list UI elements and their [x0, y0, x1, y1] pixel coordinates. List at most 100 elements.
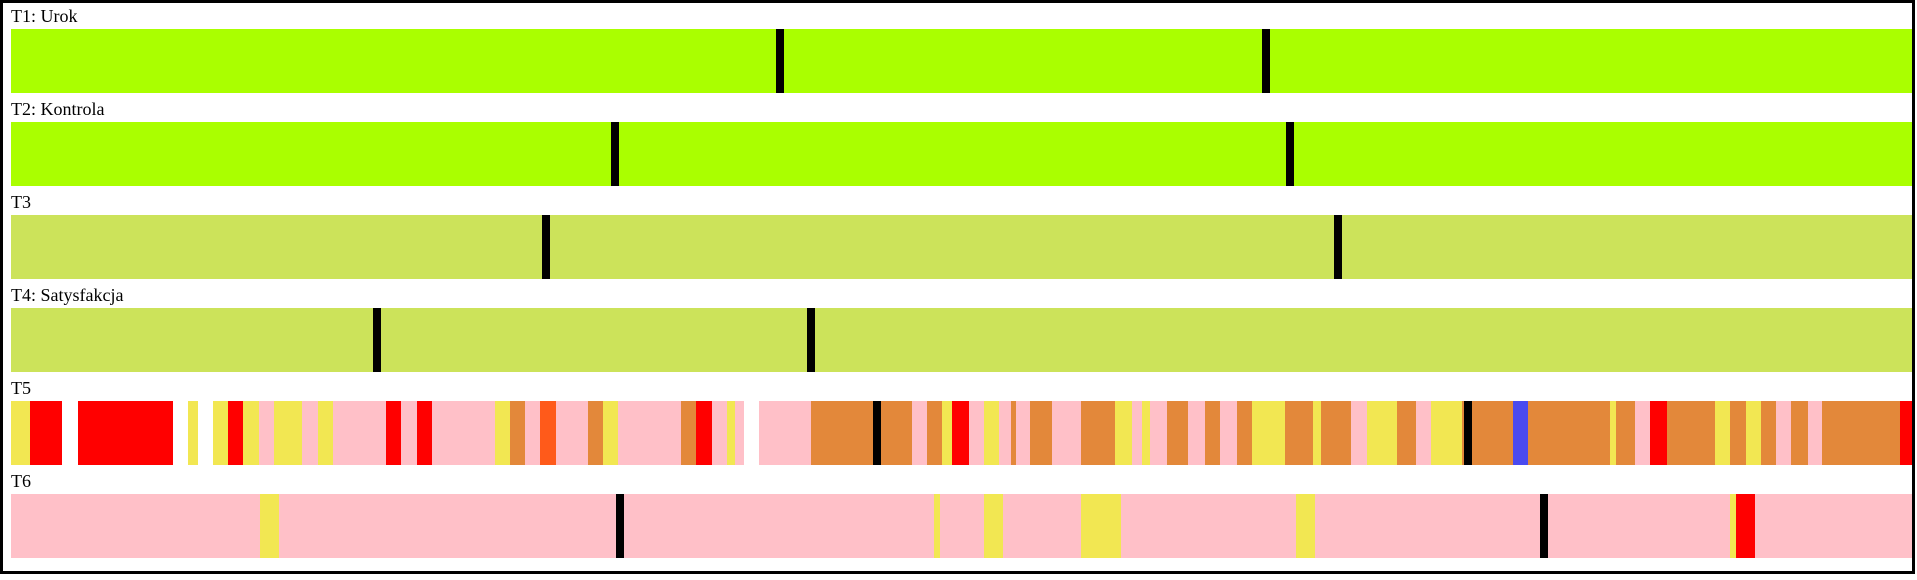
track-marker[interactable]	[776, 29, 785, 93]
track-segment	[1237, 401, 1253, 465]
track-marker[interactable]	[1539, 494, 1548, 558]
track-segment	[734, 401, 745, 465]
track-segment	[603, 401, 619, 465]
track-marker[interactable]	[1334, 215, 1343, 279]
track-segment	[1730, 401, 1746, 465]
track-marker[interactable]	[610, 122, 619, 186]
track-label: T3	[11, 192, 31, 212]
track-bar	[11, 122, 1912, 186]
track-segment	[243, 401, 259, 465]
track-segment	[1166, 401, 1188, 465]
track-marker[interactable]	[1286, 122, 1295, 186]
track-segment	[940, 494, 984, 558]
track-segment	[228, 401, 244, 465]
track-segment	[1296, 494, 1316, 558]
track-segment	[983, 494, 1003, 558]
track-segment	[11, 401, 31, 465]
track-segment	[1715, 401, 1731, 465]
track-segment	[416, 401, 432, 465]
track-segment	[726, 401, 735, 465]
track-segment	[1465, 401, 1514, 465]
track-segment	[1081, 401, 1116, 465]
track-segment	[1416, 401, 1432, 465]
track-bar	[11, 308, 1912, 372]
track-segment	[260, 494, 280, 558]
track-segment	[1736, 494, 1756, 558]
track-label: T1: Urok	[11, 6, 78, 26]
track-segment	[618, 401, 682, 465]
track-bar	[11, 401, 1912, 465]
track-marker[interactable]	[806, 308, 815, 372]
track-segment	[711, 401, 727, 465]
track-marker[interactable]	[1261, 29, 1270, 93]
track-segment	[1667, 401, 1716, 465]
track-segment	[431, 401, 495, 465]
track-bar	[11, 29, 1912, 93]
track-segment	[1616, 401, 1636, 465]
track-marker[interactable]	[542, 215, 551, 279]
track-segment	[983, 401, 1000, 465]
track-segment	[926, 401, 943, 465]
track-segment	[1808, 401, 1822, 465]
track-segment	[951, 401, 969, 465]
track-segment	[11, 494, 261, 558]
track-segment	[1052, 401, 1082, 465]
track-segment	[77, 401, 173, 465]
track-segment	[11, 29, 1912, 93]
track-segment	[401, 401, 417, 465]
track-segment	[197, 401, 213, 465]
track-segment	[273, 401, 303, 465]
track-marker[interactable]	[372, 308, 381, 372]
track-label: T6	[11, 471, 31, 491]
track-segment	[258, 401, 274, 465]
track-segment	[279, 494, 935, 558]
track-segment	[1528, 401, 1611, 465]
track-segment	[587, 401, 604, 465]
track-segment	[1284, 401, 1314, 465]
track-label: T4: Satysfakcja	[11, 285, 124, 305]
track-marker[interactable]	[616, 494, 625, 558]
track-segment	[1204, 401, 1221, 465]
track-segment	[1081, 494, 1122, 558]
track-segment	[1366, 401, 1398, 465]
track-segment	[11, 308, 1912, 372]
track-segment	[332, 401, 387, 465]
track-segment	[1010, 401, 1017, 465]
track-segment	[1821, 401, 1900, 465]
track-segment	[1745, 401, 1761, 465]
track-segment	[942, 401, 952, 465]
track-label: T5	[11, 378, 31, 398]
track-segment	[172, 401, 189, 465]
track-segment	[1431, 401, 1462, 465]
track-marker[interactable]	[1463, 401, 1472, 465]
track-segment	[525, 401, 541, 465]
track-marker[interactable]	[873, 401, 882, 465]
track-segment	[1016, 401, 1030, 465]
track-segment	[1610, 401, 1617, 465]
track-segment	[744, 401, 760, 465]
track-label: T2: Kontrola	[11, 99, 105, 119]
track-segment	[317, 401, 333, 465]
track-segment	[1650, 401, 1668, 465]
track-segment	[1187, 401, 1205, 465]
track-segment	[555, 401, 588, 465]
track-segment	[1351, 401, 1367, 465]
track-segment	[999, 401, 1011, 465]
track-segment	[302, 401, 318, 465]
track-segment	[386, 401, 402, 465]
track-segment	[1252, 401, 1285, 465]
track-segment	[1635, 401, 1651, 465]
track-segment	[968, 401, 984, 465]
track-segment	[1513, 401, 1529, 465]
track-segment	[1776, 401, 1792, 465]
track-segment	[681, 401, 697, 465]
track-segment	[188, 401, 198, 465]
track-segment	[1791, 401, 1809, 465]
track-segment	[11, 122, 1912, 186]
track-segment	[494, 401, 510, 465]
track-segment	[759, 401, 811, 465]
track-segment	[1320, 401, 1352, 465]
track-segment	[1315, 494, 1731, 558]
track-segment	[1755, 494, 1912, 558]
